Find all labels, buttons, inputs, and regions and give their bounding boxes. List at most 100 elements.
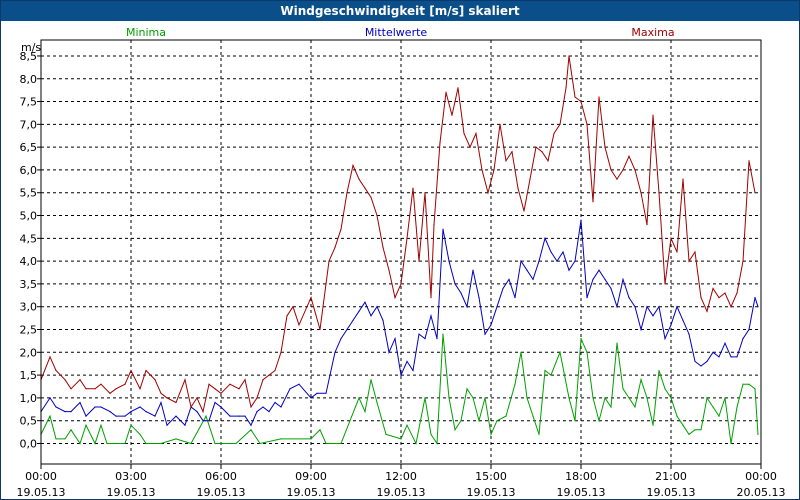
data-point [340, 338, 342, 340]
data-point [154, 379, 156, 381]
y-tick-label: 7,0 [20, 118, 38, 131]
data-point [370, 196, 372, 198]
data-point [160, 392, 162, 394]
data-point [445, 91, 447, 93]
data-point [592, 201, 594, 203]
data-point [262, 406, 264, 408]
x-tick-time-label: 09:00 [295, 470, 327, 483]
data-point [757, 306, 759, 308]
data-point [535, 146, 537, 148]
data-point [250, 406, 252, 408]
data-point [412, 187, 414, 189]
data-point [598, 420, 600, 422]
data-point [568, 55, 570, 57]
data-point [100, 383, 102, 385]
data-point [475, 132, 477, 135]
data-point [349, 420, 351, 422]
series-line-mittelwerte [40, 220, 759, 427]
data-point [256, 397, 258, 399]
y-tick-label: 1,5 [20, 369, 38, 382]
y-axis-label: m/s [21, 41, 41, 54]
data-point [466, 306, 468, 308]
data-point [628, 297, 630, 299]
data-point [220, 406, 222, 408]
y-tick-label: 3,5 [20, 278, 38, 291]
data-point [370, 379, 372, 381]
data-point [115, 415, 117, 417]
data-point [358, 310, 360, 312]
data-point [190, 442, 192, 445]
data-point [604, 397, 606, 399]
data-point [598, 269, 600, 271]
data-point [574, 260, 576, 262]
data-point [280, 351, 282, 353]
legend-label-maxima: Maxima [631, 26, 674, 39]
x-tick-date-label: 19.05.13 [287, 486, 336, 499]
data-point [145, 442, 147, 445]
x-tick-time-label: 00:00 [25, 470, 57, 483]
data-point [604, 146, 606, 148]
data-point [652, 424, 654, 426]
data-point [370, 315, 372, 317]
data-point [676, 306, 678, 308]
data-point [700, 429, 702, 431]
data-point [451, 114, 453, 116]
data-point [580, 219, 582, 221]
data-point [94, 442, 96, 445]
data-point [574, 420, 576, 422]
data-point [568, 269, 570, 271]
data-point [139, 433, 141, 435]
data-point [154, 415, 156, 417]
data-point [205, 415, 207, 417]
data-point [70, 411, 72, 413]
data-point [286, 315, 288, 317]
legend-label-minima: Minima [126, 26, 166, 39]
data-point [538, 260, 540, 262]
data-point [130, 424, 132, 426]
data-point [706, 310, 708, 312]
data-point [400, 283, 402, 285]
data-point [202, 411, 204, 413]
data-point [64, 438, 66, 440]
data-point [742, 260, 744, 262]
data-point [316, 392, 318, 394]
data-point [94, 388, 96, 390]
data-point [55, 369, 57, 372]
data-point [325, 442, 327, 445]
data-point [85, 388, 87, 390]
y-tick-label: 8,5 [20, 50, 38, 63]
data-point [646, 397, 648, 399]
data-point [490, 433, 492, 435]
data-point [556, 260, 558, 262]
data-point [100, 406, 102, 408]
data-point [754, 192, 756, 194]
data-point [487, 192, 489, 194]
data-point [622, 278, 624, 280]
y-tick-label: 6,5 [20, 141, 38, 154]
data-point [94, 406, 96, 408]
data-point [682, 424, 684, 426]
data-point [109, 411, 111, 413]
data-point [520, 351, 522, 353]
data-point [505, 160, 507, 162]
data-point [730, 442, 732, 445]
x-tick-time-label: 18:00 [565, 470, 597, 483]
data-point [220, 442, 222, 445]
data-point [124, 442, 126, 445]
data-point [166, 397, 168, 399]
data-point [358, 178, 360, 180]
data-point [250, 429, 252, 431]
data-point [532, 415, 534, 417]
data-point [439, 142, 441, 144]
data-point [586, 351, 588, 353]
data-point [268, 374, 270, 376]
data-point [652, 114, 654, 116]
data-point [463, 132, 465, 135]
data-point [670, 397, 672, 399]
data-point [514, 383, 516, 385]
data-point [259, 442, 261, 445]
data-point [175, 401, 177, 404]
data-point [400, 374, 402, 376]
data-point [574, 96, 576, 98]
